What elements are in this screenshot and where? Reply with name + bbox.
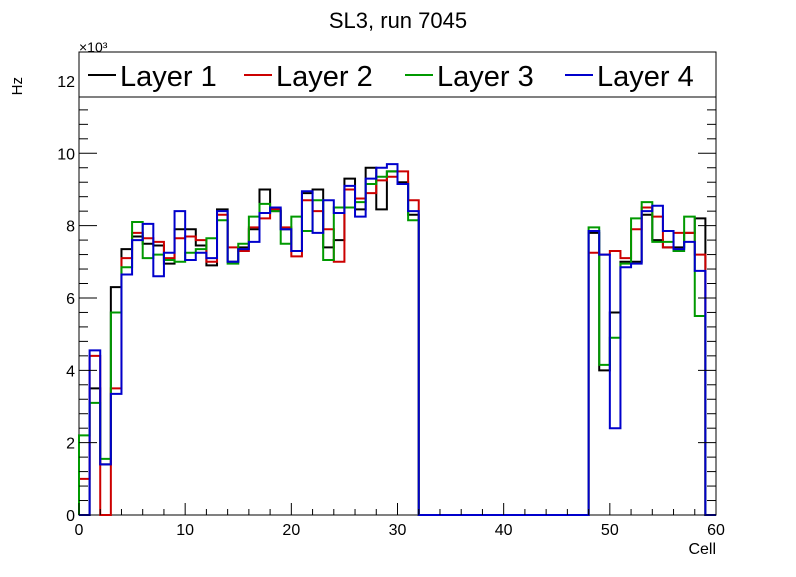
x-tick-label: 0 <box>75 522 84 539</box>
y-tick-label: 4 <box>66 363 75 380</box>
y-multiplier-label: ×10³ <box>79 39 108 55</box>
legend-label: Layer 4 <box>597 61 694 93</box>
legend-entry-1: Layer 1 <box>88 61 217 93</box>
x-tick-label: 40 <box>495 522 513 539</box>
series-line-4 <box>79 163 716 516</box>
chart-title: SL3, run 7045 <box>329 8 467 33</box>
legend-entry-3: Layer 3 <box>405 61 534 93</box>
legend-label: Layer 3 <box>437 61 534 93</box>
x-tick-label: 50 <box>601 522 619 539</box>
y-tick-label: 10 <box>57 146 75 163</box>
legend-label: Layer 2 <box>276 61 373 93</box>
axes-layer: 0 10 20 30 40 50 60 0 2 4 6 8 10 12 <box>57 51 725 539</box>
x-tick-label: 60 <box>707 522 725 539</box>
y-tick-label: 0 <box>66 508 75 525</box>
x-axis-label: Cell <box>688 541 716 558</box>
y-tick-label: 6 <box>66 291 75 308</box>
legend-entry-2: Layer 2 <box>244 61 373 93</box>
x-tick-label: 10 <box>176 522 194 539</box>
series-layer <box>78 163 716 516</box>
legend-label: Layer 1 <box>120 61 217 93</box>
y-axis-label: Hz <box>9 77 26 95</box>
y-tick-label: 2 <box>66 436 75 453</box>
x-tick-label: 20 <box>282 522 300 539</box>
y-tick-label: 8 <box>66 219 75 236</box>
y-tick-label: 12 <box>57 74 75 91</box>
x-tick-label: 30 <box>389 522 407 539</box>
legend: Layer 1 Layer 2 Layer 3 Layer 4 <box>78 51 717 98</box>
legend-box <box>78 51 717 98</box>
legend-entry-4: Layer 4 <box>565 61 694 93</box>
